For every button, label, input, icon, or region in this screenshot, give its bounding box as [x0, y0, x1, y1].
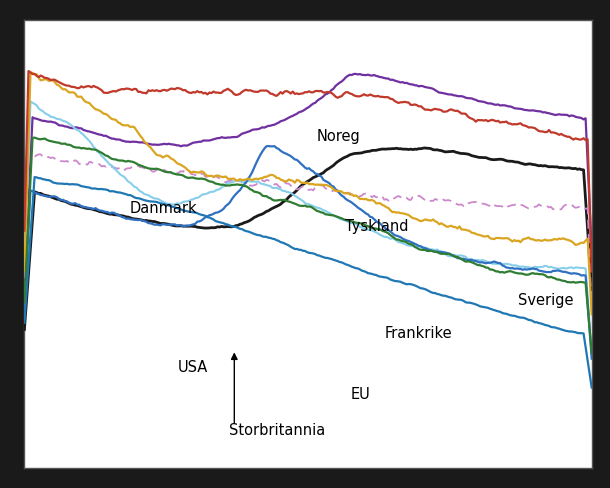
Text: USA: USA: [178, 360, 208, 375]
Text: Storbritannia: Storbritannia: [229, 423, 325, 438]
Text: EU: EU: [351, 387, 370, 402]
Text: Danmark: Danmark: [129, 201, 197, 216]
Text: Frankrike: Frankrike: [385, 326, 452, 341]
Text: Noreg: Noreg: [317, 129, 361, 144]
Text: Tyskland: Tyskland: [345, 219, 409, 234]
Text: Sverige: Sverige: [518, 293, 573, 307]
